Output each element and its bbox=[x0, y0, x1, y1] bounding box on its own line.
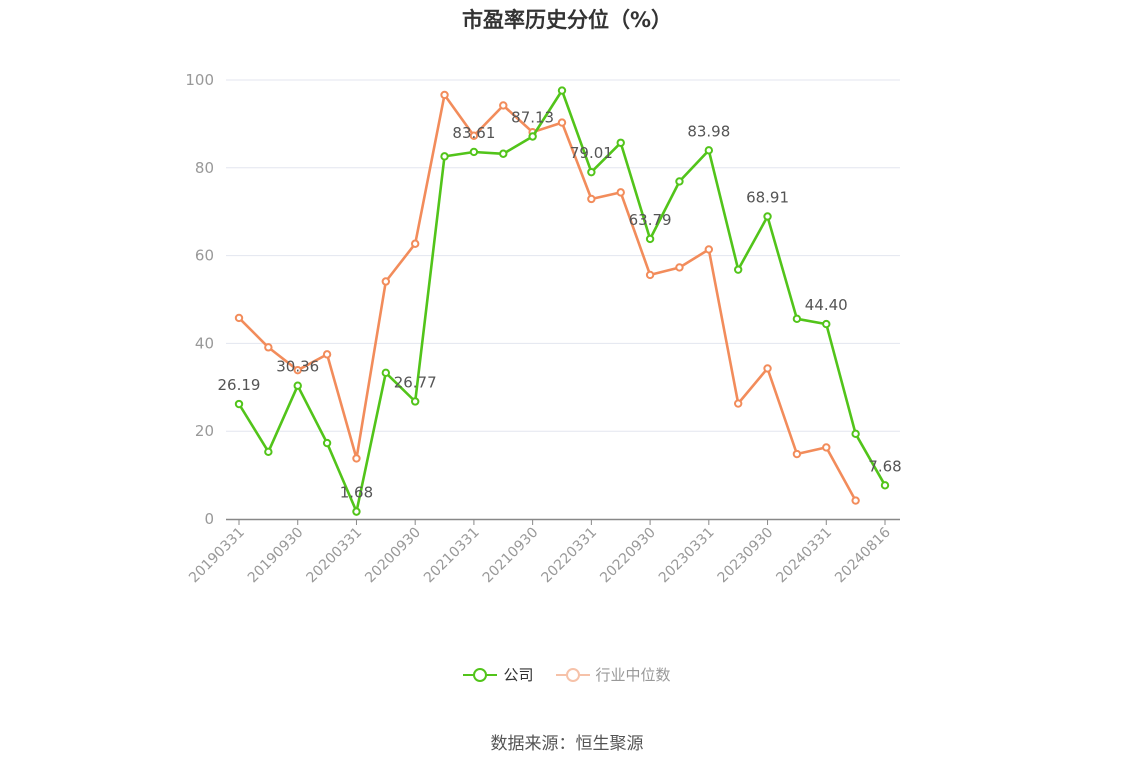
y-tick-label: 40 bbox=[195, 334, 214, 352]
data-label: 83.98 bbox=[687, 122, 730, 140]
industry-median-point bbox=[381, 277, 391, 286]
industry-median-point bbox=[704, 245, 714, 254]
x-tick-label: 20200930 bbox=[362, 525, 424, 587]
industry-median-series-line bbox=[238, 93, 857, 502]
company-point bbox=[293, 381, 302, 390]
company-point bbox=[381, 368, 391, 378]
company-point bbox=[587, 167, 596, 177]
x-tick-label: 20230331 bbox=[656, 525, 718, 587]
data-label: 7.68 bbox=[868, 457, 901, 475]
y-tick-label: 20 bbox=[195, 422, 214, 440]
data-label: 26.19 bbox=[218, 376, 261, 394]
industry-median-point bbox=[616, 188, 625, 197]
company-point bbox=[469, 147, 479, 157]
industry-median-point bbox=[322, 350, 332, 359]
industry-median-point bbox=[234, 313, 244, 323]
x-tick-label: 20200331 bbox=[304, 525, 366, 587]
y-tick-label: 100 bbox=[185, 71, 214, 89]
x-tick-label: 20240816 bbox=[832, 524, 894, 586]
company-point bbox=[645, 234, 655, 244]
x-tick-label: 20210930 bbox=[480, 525, 542, 587]
industry-median-point bbox=[440, 90, 449, 100]
legend-company-marker-icon bbox=[463, 667, 498, 683]
industry-median-point bbox=[792, 449, 802, 459]
company-point bbox=[763, 212, 772, 221]
company-point bbox=[616, 138, 625, 147]
y-tick-label: 0 bbox=[204, 510, 214, 528]
company-point bbox=[557, 86, 567, 95]
data-label: 63.79 bbox=[629, 211, 672, 229]
data-label: 1.68 bbox=[340, 484, 373, 502]
data-label: 83.61 bbox=[452, 124, 495, 142]
grid-layer bbox=[226, 79, 900, 432]
company-point bbox=[264, 447, 273, 457]
company-point bbox=[352, 507, 361, 516]
industry-median-point bbox=[264, 343, 273, 352]
company-point bbox=[733, 265, 743, 274]
legend-item-industry-median[interactable]: 行业中位数 bbox=[555, 664, 671, 685]
x-tick-label: 20240331 bbox=[773, 525, 835, 587]
industry-median-point bbox=[469, 131, 479, 140]
data-label: 44.40 bbox=[805, 296, 848, 314]
company-point bbox=[704, 146, 714, 155]
industry-median-point bbox=[293, 365, 302, 375]
company-point bbox=[822, 319, 831, 329]
data-label: 79.01 bbox=[570, 144, 613, 162]
data-label-layer: 26.19 30.36 1.68 26.77 83.61 87.13 79.01 63.79 8… bbox=[218, 108, 902, 501]
x-tick-label: 20220331 bbox=[538, 525, 600, 587]
industry-median-point bbox=[763, 364, 772, 373]
legend-company-label: 公司 bbox=[503, 666, 534, 684]
data-source-note: 数据来源：恒生聚源 bbox=[490, 734, 644, 754]
x-tick-label: 20190930 bbox=[245, 525, 307, 587]
industry-median-point bbox=[410, 239, 420, 248]
industry-median-point bbox=[499, 101, 508, 110]
company-point bbox=[499, 149, 508, 158]
industry-median-point bbox=[352, 454, 361, 463]
data-label: 26.77 bbox=[394, 373, 437, 391]
company-point bbox=[410, 397, 420, 406]
industry-median-point bbox=[557, 118, 567, 127]
legend-industry-marker-icon bbox=[555, 667, 590, 683]
company-point bbox=[440, 152, 449, 161]
industry-median-point bbox=[645, 270, 655, 280]
legend-industry-label: 行业中位数 bbox=[595, 666, 671, 684]
x-tick-label: 20210331 bbox=[421, 525, 483, 587]
company-point bbox=[792, 314, 802, 324]
company-point bbox=[234, 399, 244, 409]
industry-median-point bbox=[851, 496, 860, 505]
x-tick-label: 20230930 bbox=[715, 525, 777, 587]
company-point bbox=[322, 438, 332, 448]
data-label: 68.91 bbox=[746, 188, 789, 206]
series-layer bbox=[234, 86, 890, 516]
company-series-line bbox=[237, 89, 887, 513]
y-tick-label: 60 bbox=[195, 247, 214, 265]
data-label: 30.36 bbox=[276, 358, 319, 376]
x-tick-label: 20190331 bbox=[186, 525, 248, 587]
x-tick-label: 20220930 bbox=[597, 525, 659, 587]
legend: 公司 行业中位数 bbox=[0, 664, 1134, 685]
axis-layer: 0 20 40 60 80 100 2019033120190930202003312020… bbox=[185, 71, 900, 586]
legend-item-company[interactable]: 公司 bbox=[463, 664, 534, 685]
y-tick-label: 80 bbox=[195, 159, 214, 177]
company-point bbox=[851, 429, 860, 439]
data-label: 87.13 bbox=[511, 108, 554, 126]
chart-title: 市盈率历史分位（%） bbox=[461, 8, 673, 32]
company-point bbox=[675, 177, 684, 186]
industry-median-point bbox=[675, 263, 684, 272]
industry-median-point bbox=[587, 194, 596, 204]
industry-median-point bbox=[733, 399, 743, 408]
company-point bbox=[528, 132, 537, 141]
company-point bbox=[880, 481, 890, 490]
industry-median-point bbox=[822, 443, 831, 452]
